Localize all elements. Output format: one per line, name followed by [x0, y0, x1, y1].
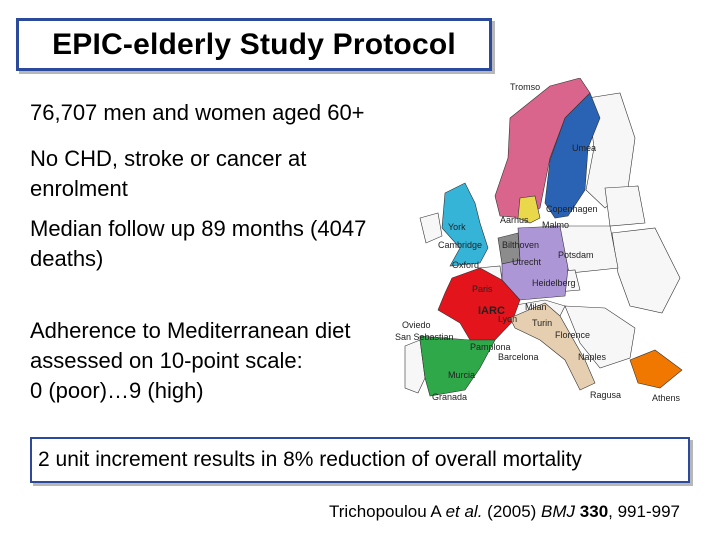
- bullet-line: 0 (poor)…9 (high): [30, 378, 204, 403]
- city-label-utrecht: Utrecht: [512, 257, 542, 267]
- citation: Trichopoulou A et al. (2005) BMJ 330, 99…: [329, 502, 680, 522]
- city-label-cambridge: Cambridge: [438, 240, 482, 250]
- city-label-bilthoven: Bilthoven: [502, 240, 539, 250]
- bullet-line: No CHD, stroke or cancer at: [30, 146, 307, 171]
- city-label-pamplona: Pamplona: [470, 342, 511, 352]
- europe-centres-map: Tromso Umea Copenhagen Aarhus Malmo York…: [395, 78, 683, 403]
- city-label-turin: Turin: [532, 318, 552, 328]
- map-region-balkans: [564, 305, 636, 369]
- city-label-aarhus: Aarhus: [500, 215, 529, 225]
- city-label-tromso: Tromso: [510, 82, 540, 92]
- city-label-naples: Naples: [578, 352, 607, 362]
- city-label-san-sebastian: San Sebastian: [395, 332, 454, 342]
- map-region-portugal: [404, 339, 426, 394]
- citation-year: (2005): [487, 502, 537, 521]
- city-label-york: York: [448, 222, 466, 232]
- map-region-denmark: [517, 195, 541, 224]
- bullet-exclusions: No CHD, stroke or cancer at enrolment: [30, 144, 306, 204]
- citation-journal: BMJ: [541, 502, 576, 521]
- bullet-line: assessed on 10-point scale:: [30, 348, 303, 373]
- city-label-heidelberg: Heidelberg: [532, 278, 576, 288]
- city-label-oviedo: Oviedo: [402, 320, 431, 330]
- citation-authors: Trichopoulou A: [329, 502, 441, 521]
- city-label-lyon: Lyon: [498, 314, 517, 324]
- map-region-sweden: [544, 92, 601, 219]
- city-label-paris: Paris: [472, 284, 493, 294]
- city-label-murcia: Murcia: [448, 370, 475, 380]
- map-region-norway: [494, 78, 591, 219]
- citation-etal: et al.: [445, 502, 483, 521]
- bullet-participants: 76,707 men and women aged 60+: [30, 98, 365, 128]
- city-label-malmo: Malmo: [542, 220, 569, 230]
- citation-pages: , 991-997: [608, 502, 680, 521]
- bullet-line: deaths): [30, 246, 104, 271]
- city-label-ragusa: Ragusa: [590, 390, 621, 400]
- city-label-milan: Milan: [525, 302, 547, 312]
- finding-text: 2 unit increment results in 8% reduction…: [38, 448, 582, 471]
- map-region-uk: [441, 182, 489, 267]
- map-region-spain: [419, 335, 496, 397]
- city-label-umea: Umea: [572, 143, 596, 153]
- bullet-follow-up: Median follow up 89 months (4047 deaths): [30, 214, 366, 274]
- bullet-line: Adherence to Mediterranean diet: [30, 318, 351, 343]
- bullet-line: 76,707 men and women aged 60+: [30, 100, 365, 125]
- city-label-potsdam: Potsdam: [558, 250, 594, 260]
- city-label-granada: Granada: [432, 392, 467, 402]
- city-label-iarc: IARC: [478, 305, 505, 317]
- bullet-line: Median follow up 89 months (4047: [30, 216, 367, 241]
- city-label-florence: Florence: [555, 330, 590, 340]
- map-region-ireland: [419, 212, 443, 244]
- title-box: EPIC-elderly Study Protocol: [16, 18, 492, 71]
- bullet-adherence: Adherence to Mediterranean diet assessed…: [30, 316, 350, 406]
- slide-title: EPIC-elderly Study Protocol: [52, 27, 456, 61]
- map-region-baltics: [604, 185, 646, 227]
- city-label-copenhagen: Copenhagen: [546, 204, 598, 214]
- map-region-central-east: [611, 227, 681, 314]
- city-label-athens: Athens: [652, 393, 681, 403]
- bullet-line: enrolment: [30, 176, 128, 201]
- city-label-barcelona: Barcelona: [498, 352, 539, 362]
- citation-volume: 330: [579, 502, 609, 521]
- map-region-italy: [509, 302, 596, 391]
- city-label-oxford: Oxford: [452, 260, 479, 270]
- map-region-greece: [629, 349, 683, 389]
- finding-box: 2 unit increment results in 8% reduction…: [30, 437, 690, 483]
